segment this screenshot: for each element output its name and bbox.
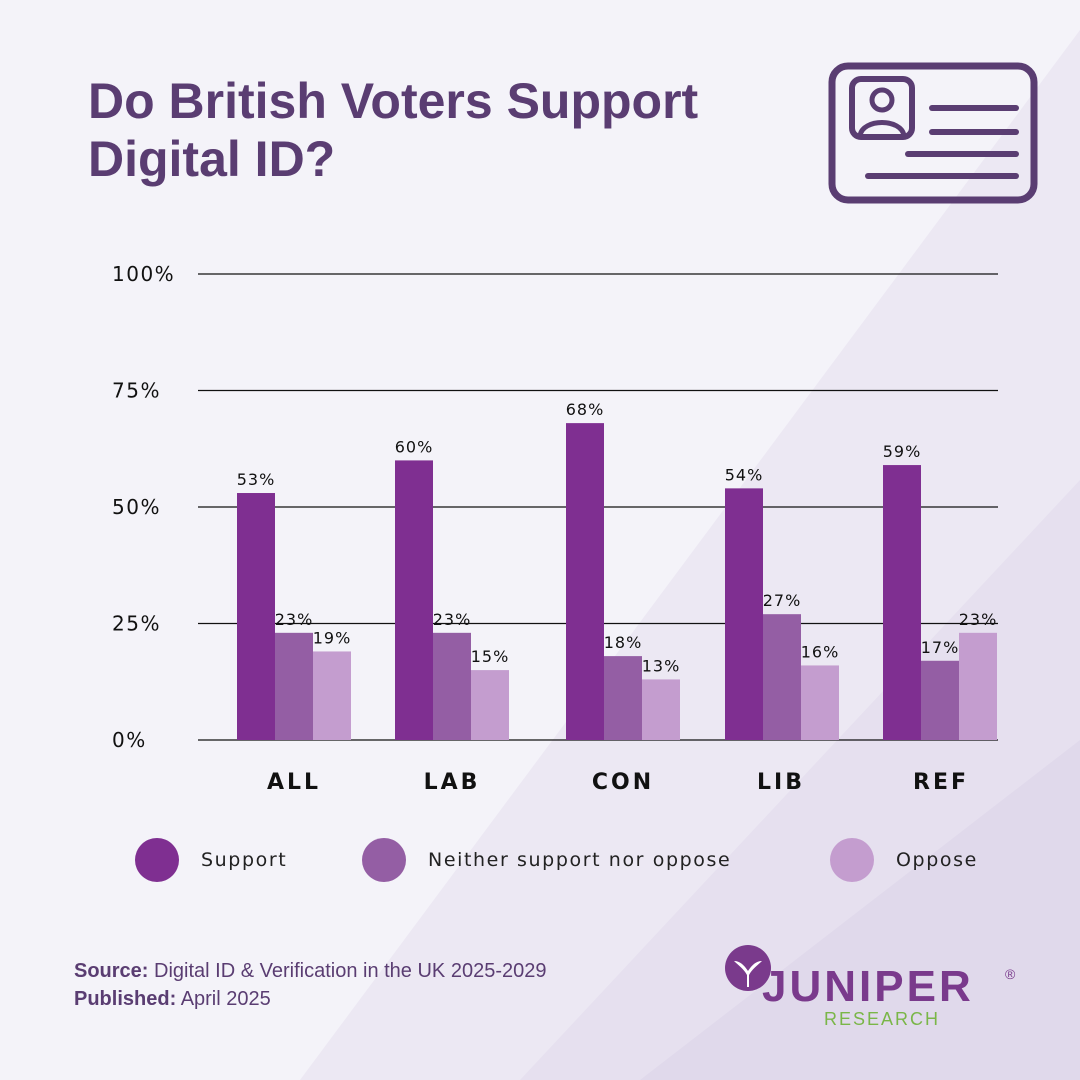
data-label: 68% <box>566 400 605 419</box>
x-category-label: LIB <box>757 770 805 795</box>
bar <box>395 460 433 740</box>
juniper-research-logo: JUNIPER ® RESEARCH <box>725 945 1016 1029</box>
data-label: 54% <box>725 465 764 484</box>
bar <box>313 651 351 740</box>
bar <box>604 656 642 740</box>
x-category-label: CON <box>592 770 654 795</box>
data-label: 53% <box>237 470 276 489</box>
legend-swatch-neither <box>362 838 406 882</box>
data-label: 23% <box>433 610 472 629</box>
bar <box>883 465 921 740</box>
y-tick-label: 25% <box>112 612 161 636</box>
bar <box>237 493 275 740</box>
data-label: 60% <box>395 437 434 456</box>
legend-item-neither: Neither support nor oppose <box>362 838 731 882</box>
source-line: Source: Digital ID & Verification in the… <box>74 957 546 985</box>
logo-sub: RESEARCH <box>824 1009 940 1029</box>
bar <box>921 660 959 740</box>
data-label: 23% <box>275 610 314 629</box>
published-text: April 2025 <box>180 988 271 1010</box>
data-label: 17% <box>921 638 960 657</box>
legend-swatch-support <box>135 838 179 882</box>
data-label: 27% <box>763 591 802 610</box>
title-line-2: Digital ID? <box>88 131 336 187</box>
published-label: Published: <box>74 988 177 1010</box>
page-title: Do British Voters Support Digital ID? <box>88 72 788 188</box>
legend-swatch-oppose <box>830 838 874 882</box>
data-label: 18% <box>604 633 643 652</box>
x-category-label: ALL <box>267 770 321 795</box>
legend-label-neither: Neither support nor oppose <box>428 849 732 871</box>
title-line-1: Do British Voters Support <box>88 73 699 129</box>
logo-name: JUNIPER <box>762 962 974 1011</box>
bar <box>725 488 763 740</box>
bar <box>959 632 997 740</box>
y-tick-label: 100% <box>112 262 175 286</box>
bar <box>471 670 509 740</box>
data-label: 15% <box>471 647 510 666</box>
bar <box>763 614 801 740</box>
x-category-label: LAB <box>424 770 481 795</box>
footer-source: Source: Digital ID & Verification in the… <box>74 957 546 1013</box>
source-label: Source: <box>74 960 149 982</box>
y-tick-label: 50% <box>112 495 161 519</box>
bar <box>275 632 313 740</box>
logo-mark: ® <box>1005 966 1016 982</box>
bar <box>433 632 471 740</box>
y-tick-label: 0% <box>112 728 147 752</box>
bar <box>801 665 839 740</box>
legend-label-support: Support <box>201 849 288 871</box>
published-line: Published: April 2025 <box>74 985 546 1013</box>
digital-id-card-icon <box>828 62 1038 204</box>
data-label: 13% <box>642 656 681 675</box>
source-text: Digital ID & Verification in the UK 2025… <box>154 960 547 982</box>
data-label: 59% <box>883 442 922 461</box>
y-tick-label: 75% <box>112 379 161 403</box>
legend-item-oppose: Oppose <box>830 838 978 882</box>
legend-item-support: Support <box>135 838 287 882</box>
x-category-label: REF <box>913 770 969 795</box>
bar <box>642 679 680 740</box>
data-label: 23% <box>959 610 998 629</box>
data-label: 19% <box>313 628 352 647</box>
data-label: 16% <box>801 642 840 661</box>
bar <box>566 423 604 740</box>
legend-label-oppose: Oppose <box>896 849 978 871</box>
